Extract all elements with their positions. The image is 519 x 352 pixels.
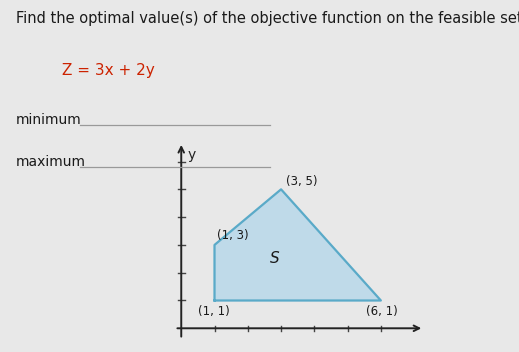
Text: Find the optimal value(s) of the objective function on the feasible set S.: Find the optimal value(s) of the objecti… [16,11,519,26]
Text: y: y [187,147,196,162]
Text: (6, 1): (6, 1) [366,305,398,318]
Text: minimum: minimum [16,113,81,127]
Text: (3, 5): (3, 5) [286,175,318,188]
Text: (1, 3): (1, 3) [217,229,249,242]
Text: (1, 1): (1, 1) [198,305,229,318]
Text: Z = 3x + 2y: Z = 3x + 2y [62,63,155,78]
Text: S: S [269,251,279,266]
Text: maximum: maximum [16,155,86,169]
Polygon shape [214,189,381,301]
